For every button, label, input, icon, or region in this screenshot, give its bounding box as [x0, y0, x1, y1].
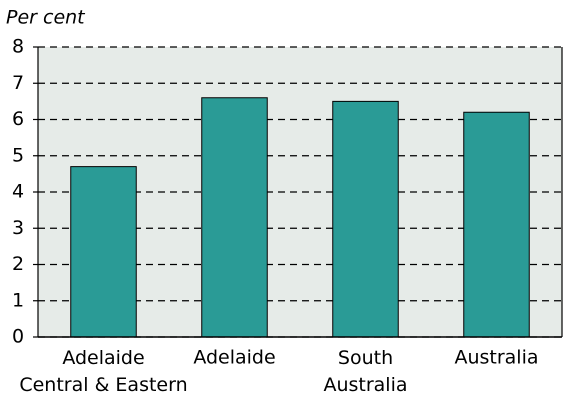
- bar: [201, 97, 268, 338]
- x-tick-label: Adelaide: [193, 347, 275, 369]
- y-tick-label: 2: [12, 253, 24, 275]
- y-tick-label: 8: [12, 36, 24, 58]
- y-tick-label: 5: [12, 144, 24, 166]
- y-tick-label: 0: [12, 326, 24, 348]
- bar: [70, 166, 137, 338]
- y-tick-label: 3: [12, 217, 24, 239]
- bar: [332, 100, 399, 338]
- x-tick-label: Australia: [454, 347, 538, 369]
- y-tick-label: 1: [12, 289, 24, 311]
- x-tick-label: South Australia: [323, 347, 407, 396]
- y-tick-label: 6: [12, 108, 24, 130]
- y-axis-label: Per cent: [6, 7, 86, 29]
- y-tick-label: 7: [12, 72, 24, 94]
- y-tick-label: 4: [12, 181, 24, 203]
- bar: [463, 111, 530, 338]
- x-tick-label: Adelaide Central & Eastern: [19, 347, 187, 396]
